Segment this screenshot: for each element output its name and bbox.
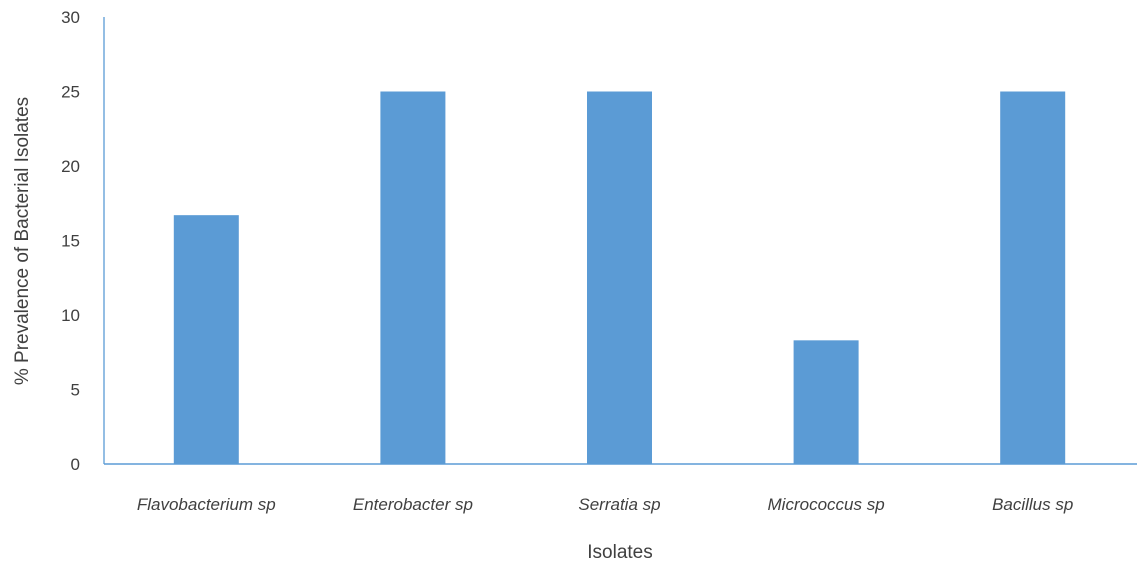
bar (173, 215, 239, 464)
bars (173, 91, 1066, 464)
bar (380, 91, 446, 464)
y-tick-label: 30 (61, 8, 80, 27)
x-category-label: Micrococcus sp (768, 495, 885, 514)
bar (1000, 91, 1066, 464)
y-tick-label: 10 (61, 306, 80, 325)
bar (793, 340, 859, 464)
y-tick-label: 5 (71, 381, 80, 400)
bar (587, 91, 652, 464)
y-tick-label: 20 (61, 157, 80, 176)
y-axis-title: % Prevalence of Bacterial Isolates (12, 97, 33, 385)
x-category-label: Flavobacterium sp (137, 495, 276, 514)
x-category-label: Serratia sp (578, 495, 660, 514)
y-axis-ticks: 0 5 10 15 20 25 30 (61, 8, 80, 474)
y-tick-label: 25 (61, 83, 80, 102)
y-tick-label: 0 (71, 455, 80, 474)
x-axis-title: Isolates (587, 542, 652, 563)
x-category-label: Enterobacter sp (353, 495, 473, 514)
x-category-label: Bacillus sp (992, 495, 1073, 514)
x-axis-categories: Flavobacterium sp Enterobacter sp Serratia… (137, 495, 1073, 514)
y-tick-label: 15 (61, 232, 80, 251)
